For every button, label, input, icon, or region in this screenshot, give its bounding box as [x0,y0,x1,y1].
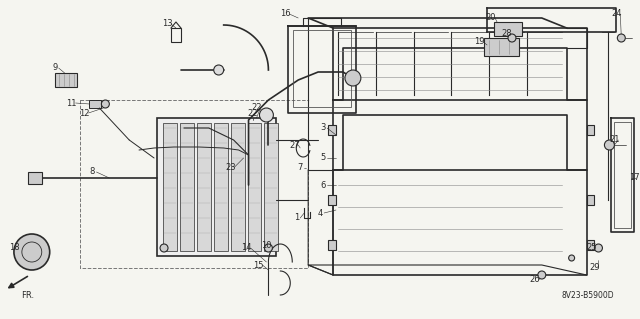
Bar [328,240,336,250]
Text: 13: 13 [162,19,172,28]
Bar [328,195,336,205]
Bar [614,122,631,228]
Circle shape [604,140,614,150]
Text: 19: 19 [474,38,484,47]
Bar [180,123,194,251]
Text: 22: 22 [252,103,262,113]
Circle shape [14,234,50,270]
Circle shape [160,244,168,252]
Bar [586,195,595,205]
Text: 7: 7 [298,164,303,173]
Text: 28: 28 [502,29,512,39]
Text: 15: 15 [253,261,264,270]
Text: 22: 22 [247,108,258,117]
Bar [197,123,211,251]
Bar [264,123,278,251]
Text: FR.: FR. [21,291,35,300]
Circle shape [259,108,273,122]
Text: 11: 11 [67,99,77,108]
Bar [214,123,228,251]
Bar [157,118,276,256]
Circle shape [568,255,575,261]
Bar [171,28,181,42]
Text: 8: 8 [90,167,95,176]
Text: 26: 26 [529,276,540,285]
Bar [293,30,351,107]
Bar [28,172,42,184]
Bar [79,100,308,268]
Text: 17: 17 [629,174,639,182]
Bar [328,125,336,135]
Bar [248,123,262,251]
Text: 5: 5 [321,153,326,162]
Text: 3: 3 [321,123,326,132]
Circle shape [101,100,109,108]
Circle shape [508,34,516,42]
Bar [163,123,177,251]
Text: 27: 27 [289,140,300,150]
Circle shape [618,34,625,42]
Bar [90,100,101,108]
Circle shape [345,70,361,86]
Text: 8V23-B5900D: 8V23-B5900D [562,291,614,300]
Bar [586,240,595,250]
Text: 21: 21 [609,136,620,145]
Text: 9: 9 [52,63,58,72]
Text: 12: 12 [79,108,90,117]
Text: 29: 29 [589,263,600,272]
Text: 10: 10 [261,241,271,249]
Bar [54,73,77,87]
Text: 25: 25 [586,243,596,253]
Bar [494,22,522,36]
Text: 24: 24 [611,10,621,19]
Text: 4: 4 [317,209,323,218]
Bar [230,123,244,251]
Circle shape [214,65,223,75]
Text: 14: 14 [241,243,252,253]
Bar [484,38,519,56]
Text: 1: 1 [294,213,299,222]
Circle shape [538,271,546,279]
Text: 16: 16 [280,10,291,19]
Text: 18: 18 [8,243,19,253]
Text: 20: 20 [486,13,497,23]
Text: 6: 6 [321,181,326,189]
Bar [586,125,595,135]
Circle shape [264,244,273,252]
Circle shape [595,244,602,252]
Text: 23: 23 [225,162,236,172]
